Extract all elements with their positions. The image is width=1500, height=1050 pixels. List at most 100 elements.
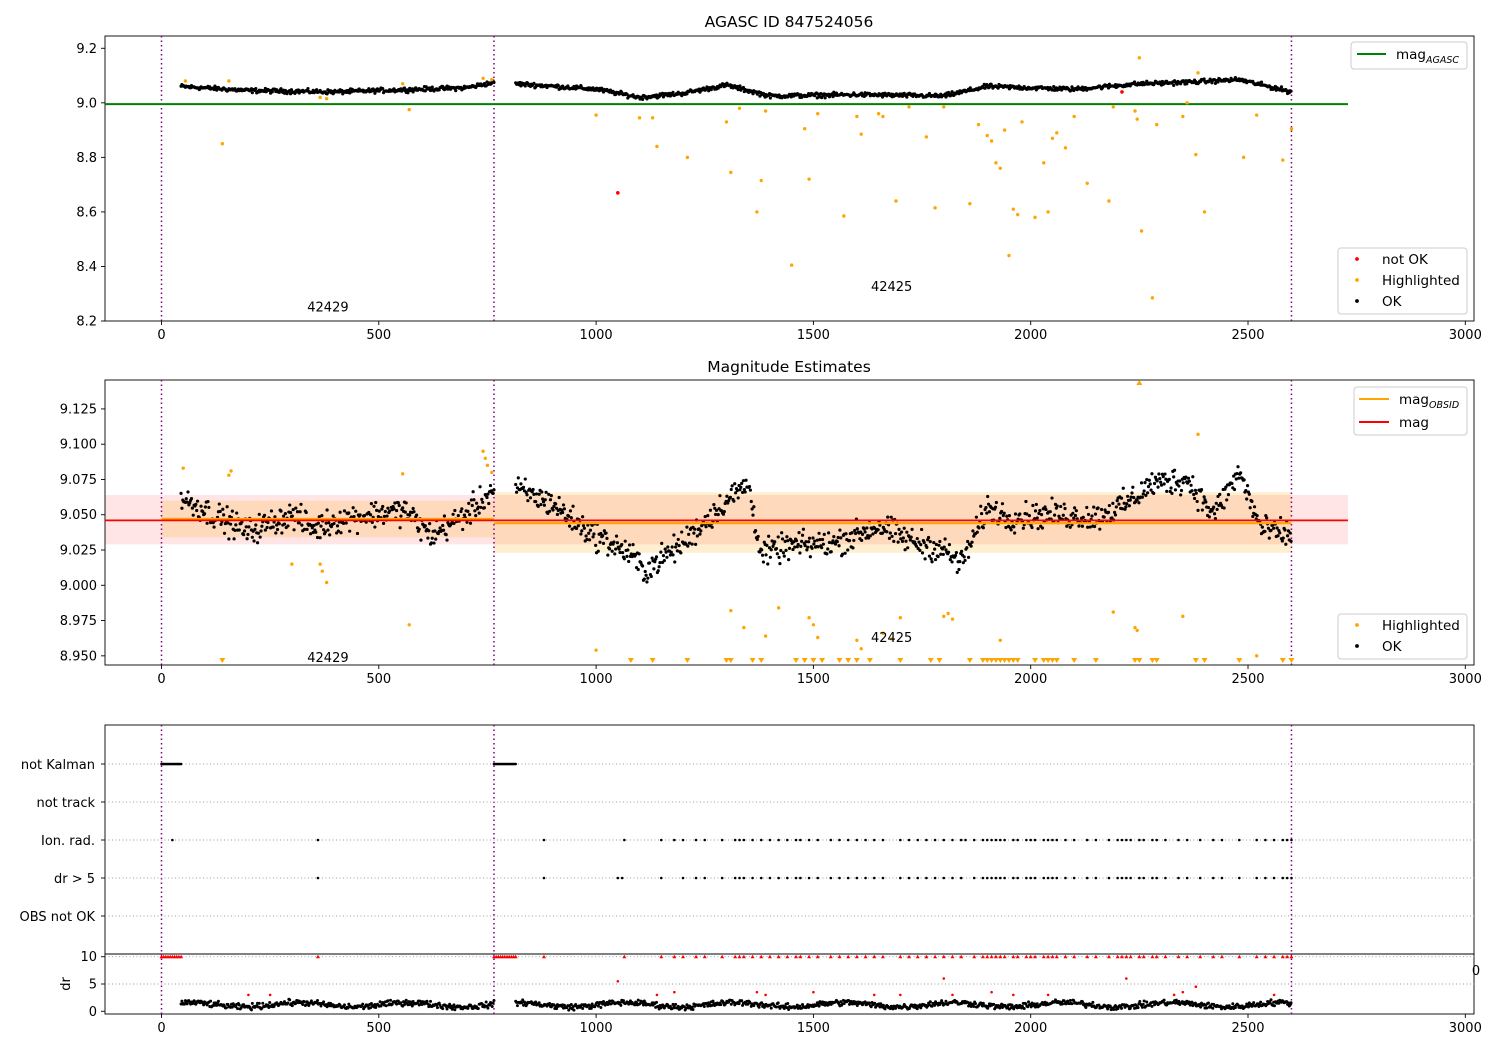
ok-point — [222, 531, 227, 535]
ok-point — [622, 557, 626, 561]
flag-point — [816, 876, 820, 880]
flag-point — [794, 838, 798, 842]
ok-point — [987, 510, 992, 514]
ok-point — [605, 536, 609, 540]
flag-point — [794, 876, 798, 880]
flag-point — [959, 876, 963, 880]
ok-point — [666, 545, 670, 549]
dr-outlier-point — [951, 993, 954, 997]
dr-outlier-point — [812, 990, 815, 994]
ok-point — [987, 85, 992, 89]
ok-point — [901, 536, 905, 540]
highlighted-point — [942, 614, 946, 619]
ok-point — [930, 560, 934, 564]
flag-point — [942, 876, 946, 880]
ok-point — [1117, 502, 1121, 506]
flag-point — [1129, 876, 1132, 880]
ok-point — [662, 558, 666, 563]
ok-point — [1012, 525, 1016, 529]
ok-point — [215, 88, 219, 92]
flag-point — [1055, 876, 1059, 880]
y-tick-label: 9.000 — [60, 579, 97, 594]
ok-point — [398, 526, 402, 530]
dr-point — [1120, 1006, 1124, 1010]
ok-point — [364, 520, 368, 524]
highlighted-point — [1133, 109, 1137, 113]
flag-point — [807, 838, 811, 842]
ok-point — [246, 532, 250, 537]
flag-point — [1290, 838, 1293, 842]
dr-point — [521, 998, 525, 1002]
flag-point — [742, 876, 746, 880]
ok-point — [584, 534, 588, 538]
highlighted-point — [776, 606, 781, 610]
ok-point — [1086, 512, 1091, 517]
ok-point — [570, 527, 574, 531]
flag-point — [972, 876, 976, 880]
flag-point — [1142, 838, 1146, 842]
ok-point — [327, 521, 331, 525]
chart-title: AGASC ID 847524056 — [705, 13, 874, 31]
ok-point — [383, 509, 387, 514]
ok-point — [532, 81, 536, 85]
ok-point — [1160, 79, 1164, 84]
capped-marker — [1002, 954, 1007, 959]
x-tick-label: 3000 — [1449, 1021, 1482, 1036]
ok-point — [946, 550, 951, 554]
ok-point — [1237, 476, 1241, 480]
ok-point — [1124, 505, 1128, 509]
flag-point — [1064, 838, 1067, 842]
below-range-marker — [1279, 658, 1286, 663]
ok-point — [358, 513, 362, 517]
ok-point — [1158, 476, 1162, 481]
highlighted-point — [1181, 114, 1185, 119]
ok-point — [760, 548, 764, 552]
ok-point — [789, 538, 793, 543]
ok-point — [813, 539, 817, 543]
capped-marker — [720, 954, 725, 959]
ok-point — [1192, 496, 1197, 501]
capped-marker — [659, 954, 664, 959]
dr-point — [192, 999, 196, 1003]
ok-point — [837, 544, 841, 548]
ok-point — [302, 527, 307, 531]
capped-marker — [694, 954, 699, 959]
ok-point — [290, 514, 294, 518]
dr-point — [257, 1001, 261, 1005]
dr-point — [776, 1001, 780, 1005]
dr-point — [1269, 998, 1273, 1002]
ok-point — [232, 537, 236, 541]
flag-point — [942, 838, 946, 842]
ok-point — [906, 546, 910, 550]
dr-point — [1138, 1000, 1142, 1004]
flag-point — [1177, 838, 1180, 842]
highlighted-point — [755, 210, 759, 214]
ok-point — [712, 502, 716, 507]
capped-marker — [998, 954, 1003, 959]
ok-point — [1212, 512, 1217, 516]
capped-marker — [872, 954, 877, 959]
ok-point — [791, 547, 795, 552]
dr-outlier-point — [755, 990, 759, 994]
dr-point — [342, 1003, 346, 1007]
ok-point — [367, 510, 371, 515]
ok-point — [892, 539, 896, 543]
ok-point — [468, 521, 473, 525]
flag-point — [1064, 876, 1067, 880]
flag-point — [703, 876, 707, 880]
not-ok-point — [1120, 90, 1124, 94]
ok-point — [1235, 471, 1239, 476]
dr-point — [757, 1005, 761, 1009]
ok-point — [718, 494, 722, 498]
ok-point — [657, 565, 661, 569]
ok-point — [1163, 472, 1167, 476]
capped-marker — [915, 954, 920, 959]
ok-point — [1130, 491, 1134, 495]
ok-point — [1185, 82, 1189, 86]
y-tick-label: 9.0 — [76, 96, 97, 111]
y-axis-label: dr — [59, 977, 74, 991]
ok-point — [778, 562, 782, 566]
dr-point — [769, 1006, 773, 1010]
ok-point — [827, 531, 831, 535]
ok-point — [335, 524, 340, 528]
